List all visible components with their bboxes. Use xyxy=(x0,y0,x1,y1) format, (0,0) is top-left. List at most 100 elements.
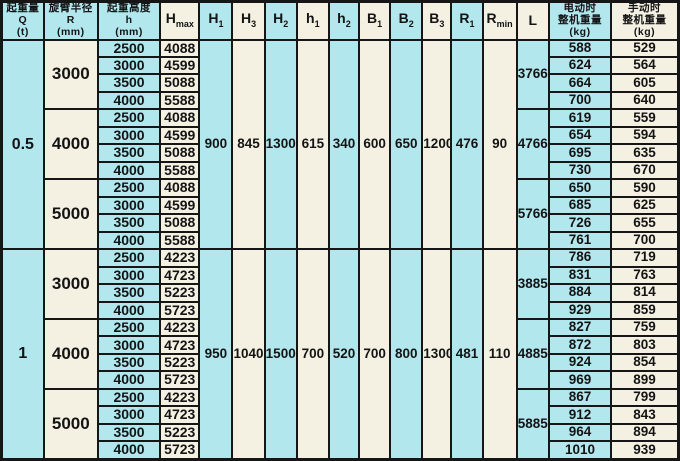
electric-weight-cell: 650 xyxy=(547,178,613,198)
lifting-height-cell: 2500 xyxy=(96,108,162,128)
electric-weight-cell: 700 xyxy=(547,90,613,111)
hmax-cell: 4723 xyxy=(159,335,201,355)
table-row: 3000 4723 872 803 xyxy=(2,335,680,355)
hmax-cell: 5088 xyxy=(159,143,201,163)
table-row: 1 3000 2500 4223 950 1040 1500 700 520 700 800 1300… xyxy=(0,248,680,461)
manual-weight-cell: 625 xyxy=(610,195,680,216)
table-row: 3000 4723 831 763 xyxy=(2,265,680,286)
manual-weight-cell: 590 xyxy=(610,178,680,198)
header-text-line: 手动时 xyxy=(628,2,662,15)
symbol-base: h xyxy=(337,10,346,27)
hmax-cell: 5588 xyxy=(159,230,201,251)
electric-weight-cell: 884 xyxy=(547,283,613,303)
l-dimension-cell: 5885 xyxy=(515,387,550,461)
col-header-h2-low: h2 xyxy=(327,0,361,41)
electric-weight-cell: 664 xyxy=(547,73,613,93)
symbol-subscript: 2 xyxy=(408,19,414,30)
h3-cap-cell: 845 xyxy=(231,38,266,251)
symbol-base: R xyxy=(459,10,470,27)
table-row: 5000 2500 4223 5885 867 799 xyxy=(2,387,680,461)
hmax-cell: 4223 xyxy=(159,387,201,408)
manual-weight-cell: 803 xyxy=(610,335,680,355)
header-text-line: (mm) xyxy=(56,25,85,38)
electric-weight-cell: 924 xyxy=(547,352,613,373)
header-text-line: 整机重量 xyxy=(557,13,602,26)
symbol-subscript: min xyxy=(496,19,513,30)
symbol-base: h xyxy=(306,10,315,27)
rmin-cell: 90 xyxy=(481,38,518,251)
electric-weight-cell: 726 xyxy=(547,213,613,233)
header-text-line: (kg) xyxy=(569,25,591,38)
hmax-cell: 4223 xyxy=(159,248,201,268)
electric-weight-cell: 912 xyxy=(547,405,613,425)
l-dimension-cell: 3885 xyxy=(515,248,550,320)
header-text-line: (t) xyxy=(16,25,29,38)
hmax-cell: 4088 xyxy=(159,38,201,58)
symbol-base: L xyxy=(528,12,538,29)
manual-weight-cell: 859 xyxy=(610,300,680,321)
col-header-l: L xyxy=(515,0,550,41)
arm-radius-cell: 3000 xyxy=(42,38,99,111)
manual-weight-cell: 763 xyxy=(610,265,680,286)
lifting-height-cell: 2500 xyxy=(96,387,162,408)
hmax-cell: 5088 xyxy=(159,213,201,233)
b3-cell: 1200 xyxy=(421,38,453,251)
manual-weight-cell: 719 xyxy=(610,248,680,268)
lifting-height-cell: 2500 xyxy=(96,317,162,338)
arm-radius-cell: 5000 xyxy=(42,387,99,461)
l-dimension-cell: 5766 xyxy=(515,178,550,251)
table-row: 4000 5723 929 859 xyxy=(2,300,680,321)
b1-cell: 700 xyxy=(358,248,392,461)
lifting-height-cell: 3500 xyxy=(96,283,162,303)
col-header-b2: B2 xyxy=(389,0,424,41)
col-header-hmax: Hmax xyxy=(159,0,201,41)
rmin-cell: 110 xyxy=(481,248,518,461)
symbol-base: B xyxy=(367,10,378,27)
col-header-q: 起重量 Q (t) xyxy=(0,0,45,41)
r1-cell: 481 xyxy=(450,248,484,461)
lifting-height-cell: 2500 xyxy=(96,38,162,58)
lifting-height-cell: 4000 xyxy=(96,300,162,321)
symbol-base: H xyxy=(273,10,284,27)
col-header-r: 旋臂半径 R (mm) xyxy=(42,0,99,41)
lifting-height-cell: 2500 xyxy=(96,178,162,198)
symbol-subscript: 2 xyxy=(283,19,289,30)
electric-weight-cell: 624 xyxy=(547,55,613,76)
table-row: 3500 5088 664 605 xyxy=(2,73,680,93)
h1-low-cell: 700 xyxy=(295,248,330,461)
symbol-subscript: 1 xyxy=(314,19,320,30)
table-row: 4000 2500 4223 4885 827 759 xyxy=(2,317,680,390)
symbol-subscript: 3 xyxy=(251,19,257,30)
manual-weight-cell: 899 xyxy=(610,370,680,390)
h1-cap-cell: 950 xyxy=(198,248,234,461)
electric-weight-cell: 588 xyxy=(547,38,613,58)
symbol-base: H xyxy=(208,10,219,27)
arm-radius-cell: 4000 xyxy=(42,108,99,181)
electric-weight-cell: 831 xyxy=(547,265,613,286)
manual-weight-cell: 529 xyxy=(610,38,680,58)
lifting-height-cell: 3500 xyxy=(96,352,162,373)
symbol-base: R xyxy=(486,10,497,27)
table-row: 4000 5723 969 899 xyxy=(2,370,680,390)
table-row: 3500 5223 884 814 xyxy=(2,283,680,303)
b2-cell: 800 xyxy=(389,248,424,461)
symbol-base: H xyxy=(165,10,176,27)
hmax-cell: 5223 xyxy=(159,352,201,373)
table-row: 4000 5723 1010 939 xyxy=(2,440,680,461)
col-header-h1-cap: H1 xyxy=(198,0,234,41)
manual-weight-cell: 894 xyxy=(610,422,680,443)
electric-weight-cell: 929 xyxy=(547,300,613,321)
symbol-subscript: 3 xyxy=(439,19,445,30)
table-row: 4000 5588 700 640 xyxy=(2,90,680,111)
lifting-height-cell: 4000 xyxy=(96,440,162,461)
lifting-height-cell: 2500 xyxy=(96,248,162,268)
h1-cap-cell: 900 xyxy=(198,38,234,251)
lifting-height-cell: 3000 xyxy=(96,195,162,216)
col-header-b3: B3 xyxy=(421,0,453,41)
electric-weight-cell: 786 xyxy=(547,248,613,268)
header-text-line: h xyxy=(125,13,133,26)
b3-cell: 1300 xyxy=(421,248,453,461)
symbol-subscript: 1 xyxy=(469,19,475,30)
